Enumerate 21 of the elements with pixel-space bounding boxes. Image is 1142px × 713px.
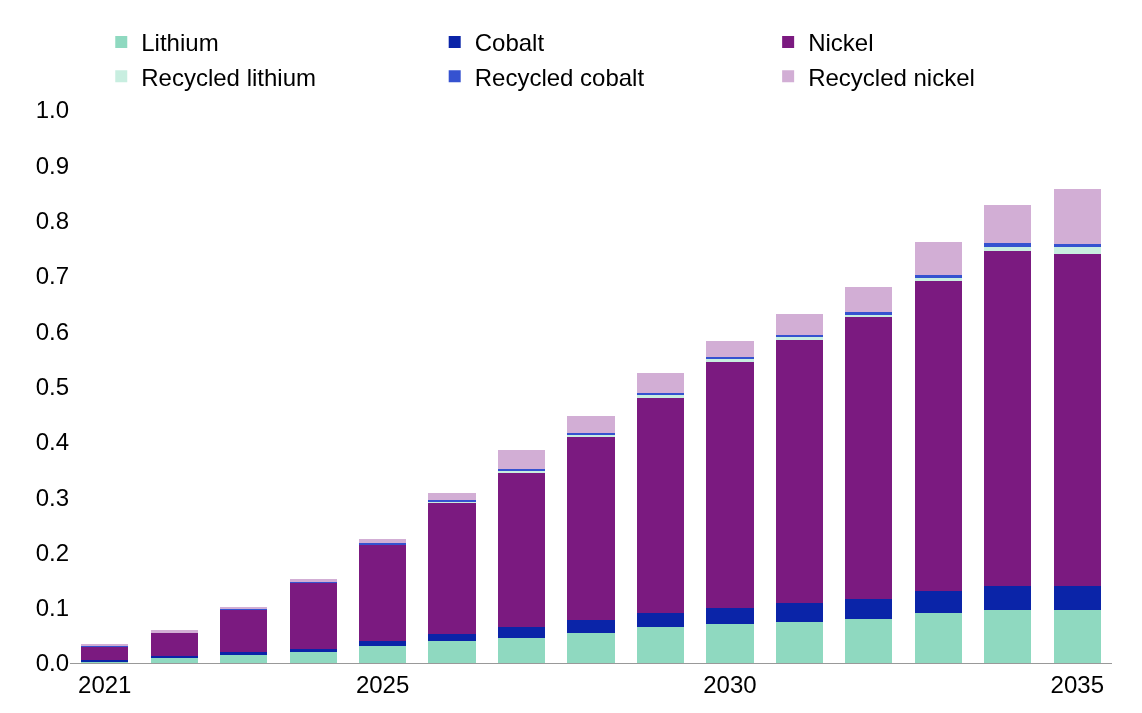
- y-tick-label: 0.9: [35, 151, 69, 179]
- legend-label: Nickel: [808, 29, 874, 57]
- x-tick-label: 2035: [1050, 670, 1104, 698]
- legend-label: Recycled cobalt: [474, 63, 645, 91]
- legend-label: Lithium: [141, 29, 219, 57]
- y-tick-label: 0.8: [35, 207, 69, 234]
- x-tick-label: 2030: [703, 670, 757, 698]
- y-tick-label: 0.4: [35, 428, 69, 456]
- y-tick-label: 0.3: [35, 483, 69, 511]
- y-tick-label: 0.2: [35, 538, 69, 566]
- y-tick-label: 1.0: [35, 96, 69, 124]
- y-tick-label: 0.7: [35, 262, 69, 290]
- legend-label: Recycled lithium: [141, 63, 316, 91]
- y-tick-label: 0.6: [35, 317, 69, 345]
- legend-label: Cobalt: [474, 29, 545, 57]
- y-tick-label: 0.0: [35, 649, 69, 677]
- x-tick-label: 2021: [78, 670, 132, 698]
- y-tick-label: 0.1: [35, 594, 69, 622]
- y-tick-label: 0.5: [35, 372, 69, 400]
- x-tick-label: 2025: [355, 670, 410, 698]
- legend-label: Recycled nickel: [808, 63, 975, 91]
